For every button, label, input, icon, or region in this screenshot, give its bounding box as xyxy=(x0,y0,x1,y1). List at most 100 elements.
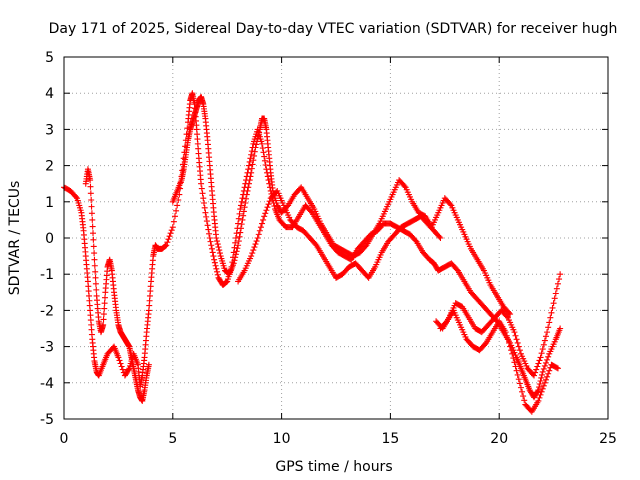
data-point xyxy=(557,271,564,278)
y-tick-label: -2 xyxy=(40,303,54,319)
data-point xyxy=(544,356,551,363)
data-point xyxy=(145,361,152,368)
data-point xyxy=(502,329,509,336)
series-track-c xyxy=(169,93,514,318)
data-point xyxy=(511,359,518,366)
data-point xyxy=(511,329,518,336)
data-point xyxy=(453,266,460,273)
data-point xyxy=(547,314,554,321)
data-point xyxy=(531,372,538,379)
data-point xyxy=(510,355,517,362)
data-point xyxy=(89,216,96,223)
data-point xyxy=(116,357,123,364)
data-point xyxy=(237,225,244,232)
data-point xyxy=(544,373,551,380)
data-point xyxy=(234,245,241,252)
data-point xyxy=(514,371,521,378)
y-tick-label: -1 xyxy=(40,267,54,283)
data-point xyxy=(101,305,108,312)
data-point xyxy=(265,201,272,208)
data-point xyxy=(538,388,545,395)
data-point xyxy=(512,363,519,370)
data-point xyxy=(208,242,215,249)
x-tick-label: 0 xyxy=(60,431,69,447)
data-point xyxy=(235,242,242,249)
data-point xyxy=(231,244,238,251)
data-point xyxy=(163,242,170,249)
y-tick-label: 1 xyxy=(45,195,54,211)
data-point xyxy=(521,397,528,404)
data-point xyxy=(245,162,252,169)
data-point xyxy=(101,300,108,307)
data-point xyxy=(541,337,548,344)
data-point xyxy=(554,280,561,287)
data-point xyxy=(237,206,244,213)
data-point xyxy=(200,195,207,202)
data-point xyxy=(539,346,546,353)
data-point xyxy=(245,184,252,191)
data-point xyxy=(248,148,255,155)
data-point xyxy=(412,237,419,244)
data-point xyxy=(401,183,408,190)
data-point xyxy=(482,341,489,348)
data-point xyxy=(540,365,547,372)
data-point xyxy=(117,360,124,367)
data-point xyxy=(213,235,220,241)
data-point xyxy=(215,244,222,251)
data-point xyxy=(91,262,98,269)
data-point xyxy=(244,187,251,194)
data-point xyxy=(90,236,97,243)
data-point xyxy=(549,304,556,311)
data-point xyxy=(503,313,510,320)
data-point xyxy=(538,371,545,378)
data-point xyxy=(442,319,449,326)
data-point xyxy=(552,290,559,297)
data-point xyxy=(505,309,512,316)
data-point xyxy=(198,180,205,187)
data-point xyxy=(509,350,516,357)
data-point xyxy=(209,249,216,256)
data-point xyxy=(255,132,262,139)
data-point xyxy=(235,238,242,245)
data-point xyxy=(236,210,243,217)
data-point xyxy=(553,364,560,371)
data-point xyxy=(504,336,511,343)
x-tick-label: 25 xyxy=(599,431,617,447)
data-point xyxy=(546,367,553,374)
data-point xyxy=(249,250,256,257)
data-point xyxy=(262,210,269,217)
data-point xyxy=(202,209,209,216)
data-point xyxy=(537,377,544,384)
data-point xyxy=(171,213,178,220)
data-point xyxy=(223,279,230,286)
data-point xyxy=(207,238,214,245)
data-point xyxy=(200,200,207,207)
data-point xyxy=(520,393,527,400)
data-point xyxy=(515,343,522,350)
data-point xyxy=(199,190,206,197)
series-track-b xyxy=(82,166,152,404)
data-point xyxy=(251,244,258,251)
data-point xyxy=(505,339,512,346)
data-point xyxy=(553,285,560,292)
data-point xyxy=(251,152,258,159)
data-point xyxy=(513,367,520,374)
data-point xyxy=(232,254,239,261)
data-point xyxy=(538,350,545,357)
data-point xyxy=(544,329,551,336)
y-axis-label: SDTVAR / TECUs xyxy=(7,181,23,296)
data-point xyxy=(545,324,552,331)
data-point xyxy=(254,135,261,142)
data-point xyxy=(169,224,176,231)
series-track-f xyxy=(437,307,561,415)
data-point xyxy=(236,233,243,240)
data-point xyxy=(92,274,99,281)
y-tick-label: 2 xyxy=(45,159,54,175)
data-point xyxy=(170,218,177,225)
data-point xyxy=(206,230,213,237)
data-point xyxy=(238,221,245,228)
data-point xyxy=(542,359,549,366)
data-point xyxy=(205,226,212,233)
data-point xyxy=(507,311,514,318)
data-point xyxy=(256,227,263,234)
